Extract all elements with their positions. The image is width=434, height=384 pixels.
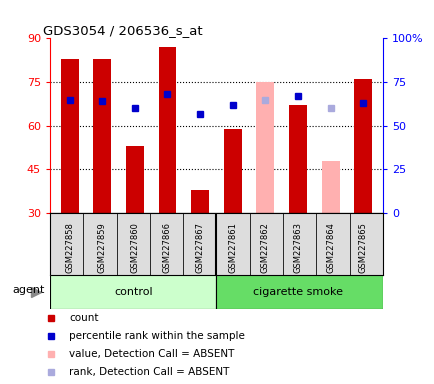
- Text: value, Detection Call = ABSENT: value, Detection Call = ABSENT: [69, 349, 234, 359]
- Bar: [223, 129, 241, 213]
- Bar: [216, 275, 382, 309]
- Text: GSM227861: GSM227861: [228, 222, 237, 273]
- Text: GSM227863: GSM227863: [293, 222, 302, 273]
- Text: count: count: [69, 313, 98, 323]
- Bar: [83, 213, 116, 275]
- Bar: [183, 213, 216, 275]
- Bar: [353, 79, 372, 213]
- Bar: [191, 190, 209, 213]
- Text: GSM227860: GSM227860: [130, 222, 139, 273]
- Bar: [249, 213, 283, 275]
- Text: GDS3054 / 206536_s_at: GDS3054 / 206536_s_at: [43, 24, 203, 37]
- Text: GSM227865: GSM227865: [358, 222, 367, 273]
- Bar: [149, 213, 183, 275]
- Text: GSM227862: GSM227862: [260, 222, 269, 273]
- Bar: [283, 213, 316, 275]
- Bar: [60, 59, 79, 213]
- Text: control: control: [114, 287, 152, 297]
- Bar: [256, 82, 274, 213]
- Text: percentile rank within the sample: percentile rank within the sample: [69, 331, 244, 341]
- Bar: [216, 213, 249, 275]
- Text: agent: agent: [13, 285, 45, 295]
- Bar: [125, 146, 144, 213]
- Bar: [116, 213, 149, 275]
- Bar: [288, 105, 306, 213]
- Text: GSM227864: GSM227864: [326, 222, 334, 273]
- Bar: [50, 275, 216, 309]
- Text: GSM227858: GSM227858: [65, 222, 74, 273]
- Bar: [316, 213, 349, 275]
- Text: rank, Detection Call = ABSENT: rank, Detection Call = ABSENT: [69, 367, 229, 377]
- Bar: [349, 213, 382, 275]
- Bar: [93, 59, 111, 213]
- Text: GSM227859: GSM227859: [98, 222, 106, 273]
- Bar: [321, 161, 339, 213]
- Text: GSM227867: GSM227867: [195, 222, 204, 273]
- Text: GSM227866: GSM227866: [163, 222, 171, 273]
- Bar: [158, 47, 176, 213]
- Bar: [50, 213, 83, 275]
- Text: cigarette smoke: cigarette smoke: [253, 287, 342, 297]
